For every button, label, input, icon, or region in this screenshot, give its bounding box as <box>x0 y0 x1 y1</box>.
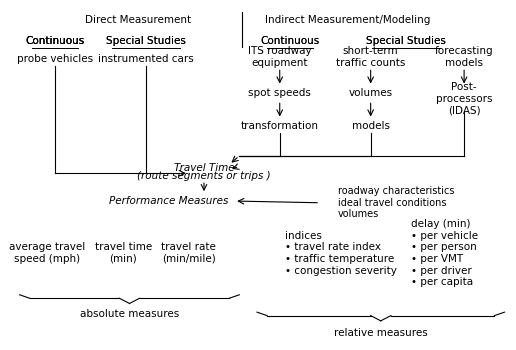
Text: Post-
processors
(IDAS): Post- processors (IDAS) <box>436 82 492 115</box>
Text: Continuous: Continuous <box>25 36 85 46</box>
Text: probe vehicles: probe vehicles <box>17 54 93 64</box>
Text: absolute measures: absolute measures <box>80 309 179 319</box>
Text: Continuous: Continuous <box>260 36 319 46</box>
Text: instrumented cars: instrumented cars <box>98 54 194 64</box>
Text: Special Studies: Special Studies <box>106 36 186 46</box>
Text: (route segments or trips ): (route segments or trips ) <box>137 171 271 181</box>
Text: forecasting
models: forecasting models <box>435 46 493 68</box>
Text: relative measures: relative measures <box>334 328 428 338</box>
Text: models: models <box>352 121 390 131</box>
Text: volumes: volumes <box>349 89 393 98</box>
Text: average travel
speed (mph): average travel speed (mph) <box>9 242 86 264</box>
Text: Special Studies: Special Studies <box>366 36 446 46</box>
Text: Travel Time: Travel Time <box>174 163 234 173</box>
Text: indices
• travel rate index
• traffic temperature
• congestion severity: indices • travel rate index • traffic te… <box>285 231 397 275</box>
Text: roadway characteristics
ideal travel conditions
volumes: roadway characteristics ideal travel con… <box>338 186 454 219</box>
Text: delay (min)
• per vehicle
• per person
• per VMT
• per driver
• per capita: delay (min) • per vehicle • per person •… <box>411 219 478 287</box>
Text: Special Studies: Special Studies <box>366 36 446 46</box>
Text: Direct Measurement: Direct Measurement <box>85 15 191 26</box>
Text: Special Studies: Special Studies <box>106 36 186 46</box>
Text: travel time
(min): travel time (min) <box>94 242 152 264</box>
Text: short-term
traffic counts: short-term traffic counts <box>336 46 406 68</box>
Text: Continuous: Continuous <box>260 36 319 46</box>
Text: ITS roadway
equipment: ITS roadway equipment <box>248 46 312 68</box>
Text: transformation: transformation <box>241 121 319 131</box>
Text: Indirect Measurement/Modeling: Indirect Measurement/Modeling <box>265 15 431 26</box>
Text: travel rate
(min/mile): travel rate (min/mile) <box>162 242 216 264</box>
Text: Performance Measures: Performance Measures <box>109 196 228 206</box>
Text: Continuous: Continuous <box>25 36 85 46</box>
Text: spot speeds: spot speeds <box>248 89 311 98</box>
Text: Continuous: Continuous <box>25 36 85 46</box>
